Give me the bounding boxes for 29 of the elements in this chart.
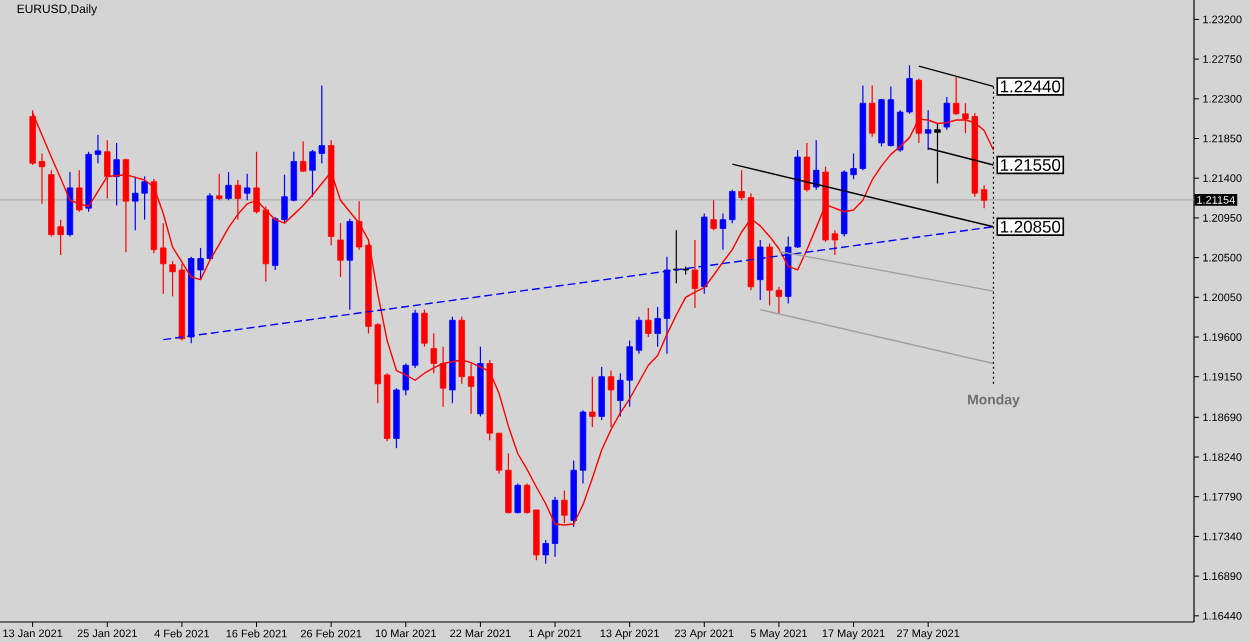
candlestick	[234, 179, 242, 221]
candlestick	[244, 173, 251, 201]
candlestick	[943, 96, 951, 131]
candlestick	[757, 239, 764, 301]
candlestick	[924, 109, 932, 151]
candlestick	[337, 222, 344, 278]
annotation: 1.22440	[1000, 80, 1061, 93]
candlestick	[813, 139, 820, 191]
candlestick	[76, 169, 83, 213]
annotation: 1.20850	[1000, 220, 1061, 233]
candlestick	[607, 369, 615, 428]
candlestick	[113, 142, 120, 207]
candlestick	[66, 171, 74, 238]
candlestick	[598, 366, 605, 421]
candlestick	[346, 218, 354, 311]
candlestick	[225, 171, 232, 201]
candlestick	[421, 309, 428, 348]
candlestick	[589, 376, 596, 428]
candlestick	[868, 84, 876, 138]
candlestick	[216, 173, 223, 201]
candlestick	[104, 139, 111, 200]
candlestick	[803, 142, 811, 193]
candlestick	[710, 199, 717, 231]
candlestick	[645, 307, 652, 338]
candlestick	[691, 239, 699, 309]
candlestick	[514, 482, 521, 515]
candlestick	[122, 158, 130, 253]
candlestick	[299, 140, 307, 173]
annotation: 1.21550	[1000, 158, 1061, 171]
